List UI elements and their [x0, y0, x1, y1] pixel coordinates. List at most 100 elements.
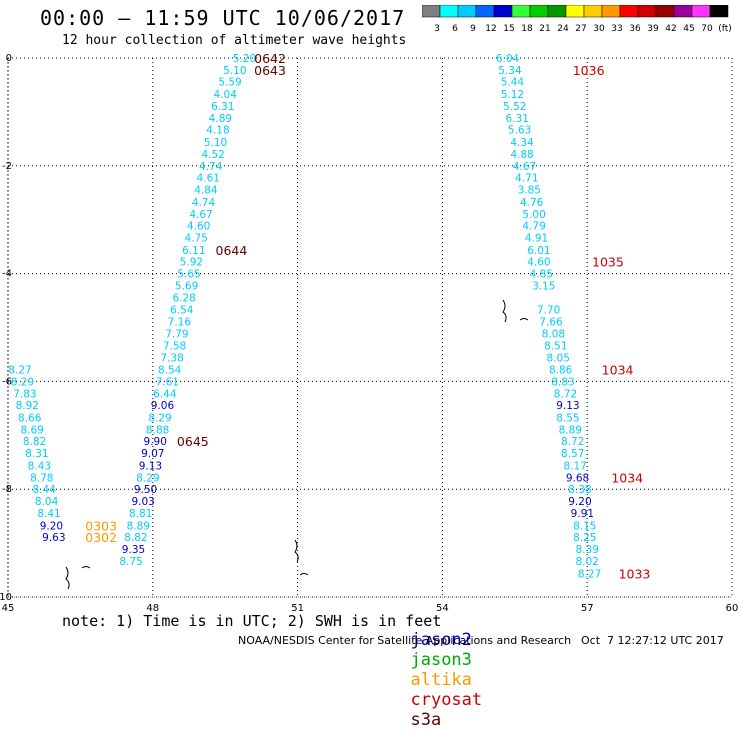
wave-height-label: 8.89 [559, 424, 582, 436]
wave-height-label: 8.69 [20, 424, 43, 436]
wave-height-label: 4.60 [527, 257, 550, 269]
colorbar-label: 42 [665, 24, 676, 34]
wave-height-label: 5.52 [503, 101, 526, 113]
x-tick-label: 51 [291, 603, 304, 614]
wave-height-label: 6.11 [182, 245, 205, 257]
wave-height-label: 8.57 [561, 448, 584, 460]
wave-height-label: 8.44 [33, 484, 57, 496]
wave-height-label: 4.52 [201, 149, 224, 161]
y-tick-label: -10 [0, 592, 12, 603]
wave-height-label: 4.84 [194, 185, 218, 197]
wave-height-label: 7.66 [539, 317, 563, 329]
colorbar-label: 9 [470, 24, 476, 34]
colorbar-label: 36 [629, 24, 641, 34]
colorbar-label: 12 [485, 24, 496, 34]
wave-height-label: 8.86 [549, 365, 573, 377]
wave-height-label: 8.41 [37, 508, 60, 520]
coastline-mark [65, 566, 91, 590]
wave-height-label: 8.82 [23, 436, 46, 448]
y-tick-label: 0 [6, 53, 12, 64]
x-tick-label: 57 [581, 603, 594, 614]
wave-height-label: 3.85 [518, 185, 541, 197]
legend-s3a: s3a [410, 710, 442, 730]
pass-time-label: 1036 [573, 63, 605, 78]
y-tick-label: -6 [2, 376, 12, 387]
wave-height-label: 8.15 [573, 520, 596, 532]
satellite-legend: jason2 jason3 altika cryosat s3a [390, 610, 490, 730]
wave-height-label: 4.18 [206, 125, 229, 137]
wave-height-label: 4.04 [214, 89, 238, 101]
x-tick-label: 45 [2, 603, 15, 614]
wave-height-label: 4.71 [515, 173, 538, 185]
wave-height-label: 9.50 [134, 484, 157, 496]
wave-height-label: 9.07 [141, 448, 164, 460]
wave-height-label: 3.15 [532, 280, 555, 292]
wave-height-label: 8.89 [127, 520, 150, 532]
wave-height-label: 8.88 [146, 424, 169, 436]
wave-height-label: 5.69 [175, 280, 198, 292]
wave-height-label: 5.34 [498, 65, 522, 77]
x-tick-label: 54 [436, 603, 449, 614]
wave-height-label: 8.55 [556, 413, 579, 425]
wave-height-label: 8.51 [544, 340, 567, 352]
pass-time-label: 1033 [619, 566, 651, 581]
legend-jason2: jason2 [410, 630, 472, 650]
pass-time-label: 0643 [254, 63, 286, 78]
wave-height-label: 4.34 [510, 137, 534, 149]
legend-jason3: jason3 [410, 650, 472, 670]
wave-height-label: 8.29 [136, 472, 159, 484]
wave-height-label: 4.91 [525, 232, 548, 244]
wave-height-label: 9.20 [568, 496, 591, 508]
wave-height-label: 9.90 [144, 436, 167, 448]
y-tick-label: -2 [2, 161, 12, 172]
wave-height-label: 7.83 [13, 388, 36, 400]
legend-cryosat: cryosat [410, 690, 483, 710]
wave-height-label: 8.43 [28, 460, 51, 472]
pass-time-label: 0302 [85, 530, 117, 545]
wave-height-label: 8.27 [8, 365, 31, 377]
colorbar-label: 70 [701, 24, 713, 34]
wave-height-label: 4.75 [185, 232, 208, 244]
colorbar-label: 30 [593, 24, 605, 34]
plot-frame [7, 57, 733, 598]
pass-time-label: 0645 [177, 434, 209, 449]
wave-height-label: 4.61 [197, 173, 220, 185]
y-tick-label: -8 [2, 484, 12, 495]
colorbar-label: 21 [539, 24, 550, 34]
colorbar-label: 15 [503, 24, 514, 34]
colorbar-label: 27 [575, 24, 586, 34]
colorbar-label: 6 [452, 24, 458, 34]
wave-height-label: 5.20 [233, 53, 256, 65]
wave-height-label: 7.58 [163, 340, 186, 352]
wave-height-label: 6.31 [506, 113, 529, 125]
pass-time-label: 0642 [254, 51, 286, 66]
wave-height-plot: 4548515457600-2-4-6-8-105.205.105.594.04… [0, 51, 738, 614]
wave-height-label: 8.17 [563, 460, 586, 472]
wave-height-label: 4.89 [209, 113, 232, 125]
wave-height-label: 8.29 [148, 413, 171, 425]
wave-height-label: 5.59 [218, 77, 241, 89]
wave-height-label: 4.79 [522, 221, 545, 233]
wave-height-label: 9.06 [151, 400, 175, 412]
wave-height-label: 4.67 [189, 209, 212, 221]
pass-time-label: 1035 [592, 255, 624, 270]
wave-height-label: 5.65 [177, 269, 200, 281]
wave-height-label: 8.92 [16, 400, 39, 412]
wave-height-label: 8.72 [554, 388, 577, 400]
wave-height-label: 7.38 [160, 353, 183, 365]
wave-height-label: 4.74 [192, 197, 216, 209]
wave-height-label: 7.79 [165, 328, 188, 340]
wave-height-label: 8.83 [551, 376, 574, 388]
wave-height-label: 9.63 [42, 532, 65, 544]
wave-height-label: 8.08 [542, 328, 565, 340]
wave-height-label: 8.02 [576, 556, 599, 568]
wave-height-label: 6.54 [170, 305, 194, 317]
colorbar-label: 39 [647, 24, 659, 34]
wave-height-label: 6.31 [211, 101, 234, 113]
wave-height-label: 9.91 [571, 508, 594, 520]
legend-altika: altika [410, 670, 472, 690]
y-tick-label: -4 [2, 269, 12, 280]
wave-height-label: 7.16 [168, 317, 192, 329]
colorbar-label: 3 [434, 24, 440, 34]
wave-height-label: 4.67 [513, 161, 536, 173]
